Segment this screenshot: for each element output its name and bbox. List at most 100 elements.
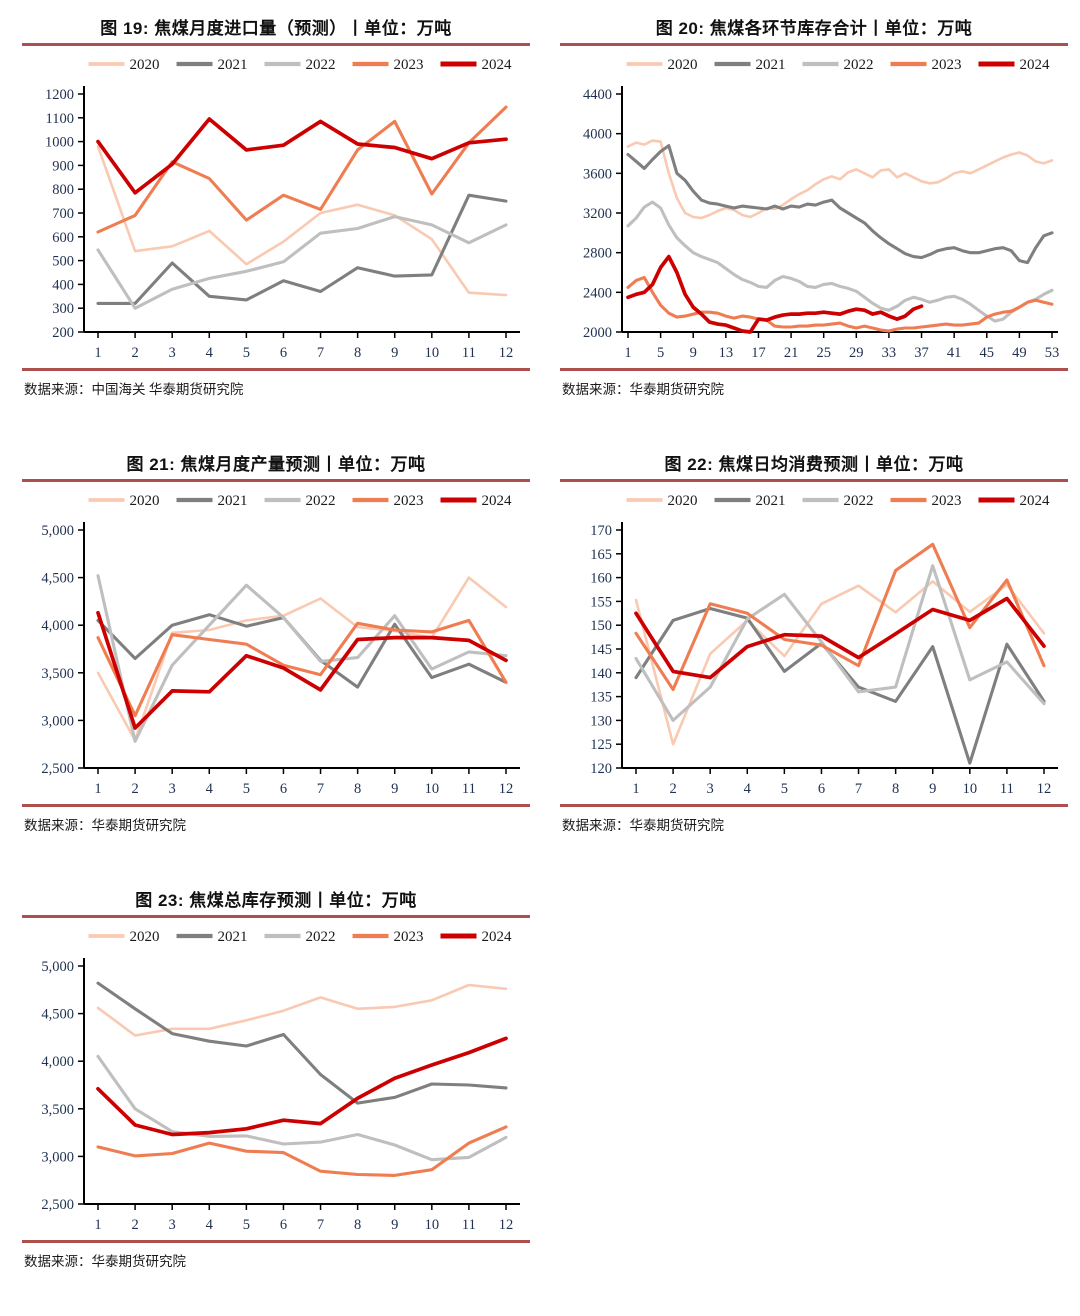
series-line-2024 bbox=[626, 254, 924, 334]
legend-label-2023: 2023 bbox=[394, 57, 424, 73]
x-tick-label: 9 bbox=[929, 781, 936, 797]
x-tick-label: 1 bbox=[94, 345, 101, 361]
figure-22-block: 图 22: 焦煤日均消费预测丨单位：万吨 2020 2021 2022 2023 202… bbox=[560, 444, 1068, 834]
legend-label-2020: 2020 bbox=[668, 493, 698, 509]
x-tick-label: 2 bbox=[131, 345, 138, 361]
y-tick-label: 3,500 bbox=[41, 666, 74, 682]
x-tick-label: 25 bbox=[816, 345, 831, 361]
x-tick-label: 2 bbox=[131, 1217, 138, 1233]
y-tick-label: 130 bbox=[590, 713, 612, 729]
y-tick-label: 1000 bbox=[45, 135, 74, 151]
x-tick-label: 4 bbox=[206, 781, 214, 797]
series-line-2023 bbox=[96, 105, 508, 234]
series-line-2021 bbox=[96, 981, 508, 1105]
y-tick-label: 170 bbox=[590, 523, 612, 539]
x-tick-label: 1 bbox=[94, 781, 101, 797]
series-line-2020 bbox=[96, 576, 508, 742]
legend-label-2020: 2020 bbox=[130, 929, 160, 945]
y-tick-label: 165 bbox=[590, 547, 612, 563]
y-tick-label: 200 bbox=[52, 325, 74, 341]
x-tick-label: 11 bbox=[462, 781, 476, 797]
series-line-2021 bbox=[96, 193, 508, 305]
y-tick-label: 4,500 bbox=[41, 1007, 74, 1023]
x-tick-label: 3 bbox=[169, 1217, 176, 1233]
x-tick-label: 12 bbox=[499, 1217, 514, 1233]
y-tick-label: 155 bbox=[590, 594, 612, 610]
legend-label-2024: 2024 bbox=[1020, 493, 1051, 509]
x-tick-label: 8 bbox=[354, 345, 361, 361]
y-tick-label: 500 bbox=[52, 254, 74, 270]
y-tick-label: 2,500 bbox=[41, 1197, 74, 1213]
legend-label-2023: 2023 bbox=[394, 929, 424, 945]
y-tick-label: 600 bbox=[52, 230, 74, 246]
series-line-2021 bbox=[96, 613, 508, 689]
x-tick-label: 1 bbox=[94, 1217, 101, 1233]
series-line-2024 bbox=[96, 610, 508, 730]
y-tick-label: 5,000 bbox=[41, 959, 74, 975]
x-tick-label: 11 bbox=[1000, 781, 1014, 797]
x-tick-label: 29 bbox=[849, 345, 864, 361]
x-tick-label: 11 bbox=[462, 345, 476, 361]
legend-label-2020: 2020 bbox=[130, 493, 160, 509]
figure-19-bottom-rule bbox=[22, 368, 530, 371]
y-tick-label: 4000 bbox=[583, 127, 612, 143]
x-tick-label: 5 bbox=[243, 1217, 250, 1233]
x-tick-label: 3 bbox=[707, 781, 714, 797]
legend-label-2020: 2020 bbox=[130, 57, 160, 73]
x-tick-label: 10 bbox=[425, 345, 440, 361]
x-tick-label: 10 bbox=[425, 1217, 440, 1233]
y-tick-label: 120 bbox=[590, 761, 612, 777]
series-line-2022 bbox=[626, 200, 1054, 323]
y-tick-label: 125 bbox=[590, 737, 612, 753]
legend-label-2022: 2022 bbox=[306, 929, 336, 945]
y-tick-label: 3600 bbox=[583, 166, 612, 182]
x-tick-label: 8 bbox=[892, 781, 899, 797]
series-line-2023 bbox=[96, 618, 508, 718]
x-tick-label: 5 bbox=[781, 781, 788, 797]
y-tick-label: 1100 bbox=[46, 111, 74, 127]
y-tick-label: 4,000 bbox=[41, 1054, 74, 1070]
x-tick-label: 53 bbox=[1045, 345, 1060, 361]
x-tick-label: 5 bbox=[657, 345, 664, 361]
x-tick-label: 9 bbox=[391, 781, 398, 797]
figure-23-block: 图 23: 焦煤总库存预测丨单位：万吨 2020 2021 2022 2023 2024… bbox=[22, 880, 530, 1270]
figure-21-source: 数据来源：华泰期货研究院 bbox=[24, 818, 186, 833]
legend-label-2021: 2021 bbox=[218, 57, 248, 73]
legend-label-2023: 2023 bbox=[932, 493, 962, 509]
legend-label-2020: 2020 bbox=[668, 57, 698, 73]
x-tick-label: 12 bbox=[499, 781, 514, 797]
y-tick-label: 3200 bbox=[583, 206, 612, 222]
series-line-2020 bbox=[626, 139, 1054, 220]
x-tick-label: 11 bbox=[462, 1217, 476, 1233]
figure-21-chart-canvas: 2020 2021 2022 2023 2024 2,500 3,000 3,500 4,000… bbox=[41, 493, 520, 797]
x-tick-label: 7 bbox=[317, 1217, 324, 1233]
x-tick-label: 45 bbox=[980, 345, 995, 361]
legend-label-2023: 2023 bbox=[394, 493, 424, 509]
figure-21-block: 图 21: 焦煤月度产量预测丨单位：万吨 2020 2021 2022 2023 202… bbox=[22, 444, 530, 834]
figure-23-chart-canvas: 2020 2021 2022 2023 2024 2,500 3,000 3,500 4,000… bbox=[41, 929, 520, 1233]
series-line-2024 bbox=[96, 117, 508, 195]
y-tick-label: 2800 bbox=[583, 246, 612, 262]
figure-20-source: 数据来源：华泰期货研究院 bbox=[562, 382, 724, 397]
figure-23-source: 数据来源：华泰期货研究院 bbox=[24, 1254, 186, 1269]
series-line-2020 bbox=[96, 145, 508, 297]
y-tick-label: 700 bbox=[52, 206, 74, 222]
legend-label-2021: 2021 bbox=[756, 493, 786, 509]
figure-22-bottom-rule bbox=[560, 804, 1068, 807]
x-tick-label: 2 bbox=[669, 781, 676, 797]
y-tick-label: 135 bbox=[590, 690, 612, 706]
legend-label-2021: 2021 bbox=[218, 929, 248, 945]
x-tick-label: 7 bbox=[317, 781, 324, 797]
figure-21-title: 图 21: 焦煤月度产量预测丨单位：万吨 bbox=[126, 455, 426, 474]
x-tick-label: 5 bbox=[243, 781, 250, 797]
series-line-2023 bbox=[634, 542, 1046, 692]
y-tick-label: 3,500 bbox=[41, 1102, 74, 1118]
y-tick-label: 800 bbox=[52, 182, 74, 198]
x-tick-label: 12 bbox=[499, 345, 514, 361]
figure-22-chart-canvas: 2020 2021 2022 2023 202412012513013514014515… bbox=[590, 493, 1058, 797]
x-tick-label: 3 bbox=[169, 345, 176, 361]
y-tick-label: 150 bbox=[590, 618, 612, 634]
x-tick-label: 33 bbox=[882, 345, 897, 361]
y-tick-label: 4,000 bbox=[41, 618, 74, 634]
